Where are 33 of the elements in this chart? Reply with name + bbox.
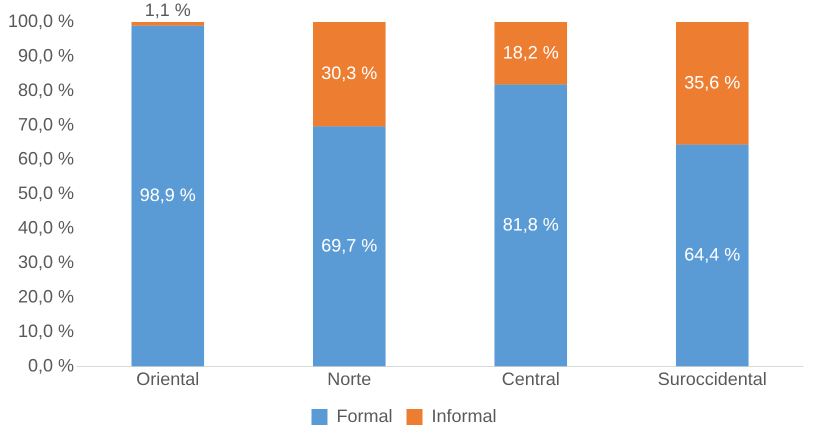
bar [312, 22, 386, 126]
data-label: 18,2 % [502, 42, 559, 62]
y-tick-label: 20,0 % [18, 286, 74, 306]
y-tick-label: 70,0 % [18, 114, 74, 134]
y-tick-label: 100,0 % [8, 10, 74, 31]
legend-label: Informal [431, 406, 497, 426]
y-tick-label: 90,0 % [18, 45, 74, 66]
y-tick-label: 40,0 % [18, 218, 74, 238]
y-tick-label: 0,0 % [28, 355, 74, 376]
x-tick-label: Norte [327, 369, 372, 390]
y-tick-label: 30,0 % [18, 252, 74, 272]
x-tick-label: Oriental [136, 369, 200, 390]
data-label: 98,9 % [140, 185, 196, 206]
bar [676, 144, 749, 366]
bar [676, 22, 749, 145]
data-label: 1,1 % [144, 0, 191, 20]
y-tick-label: 10,0 % [18, 320, 74, 341]
data-label: 81,8 % [502, 214, 559, 235]
bar [131, 22, 204, 26]
legend-label: Formal [336, 406, 393, 426]
data-label: 30,3 % [321, 63, 378, 84]
y-tick-label: 50,0 % [18, 183, 74, 204]
x-tick-label: Central [502, 369, 560, 390]
data-label: 64,4 % [684, 244, 740, 264]
data-label: 69,7 % [321, 235, 378, 256]
bar [131, 26, 204, 366]
bar [312, 126, 386, 366]
bar [494, 84, 568, 366]
data-label: 35,6 % [684, 72, 740, 92]
y-tick-label: 80,0 % [18, 80, 74, 100]
x-tick-label: Suroccidental [658, 369, 767, 390]
bar [494, 22, 568, 85]
y-tick-label: 60,0 % [18, 148, 74, 169]
